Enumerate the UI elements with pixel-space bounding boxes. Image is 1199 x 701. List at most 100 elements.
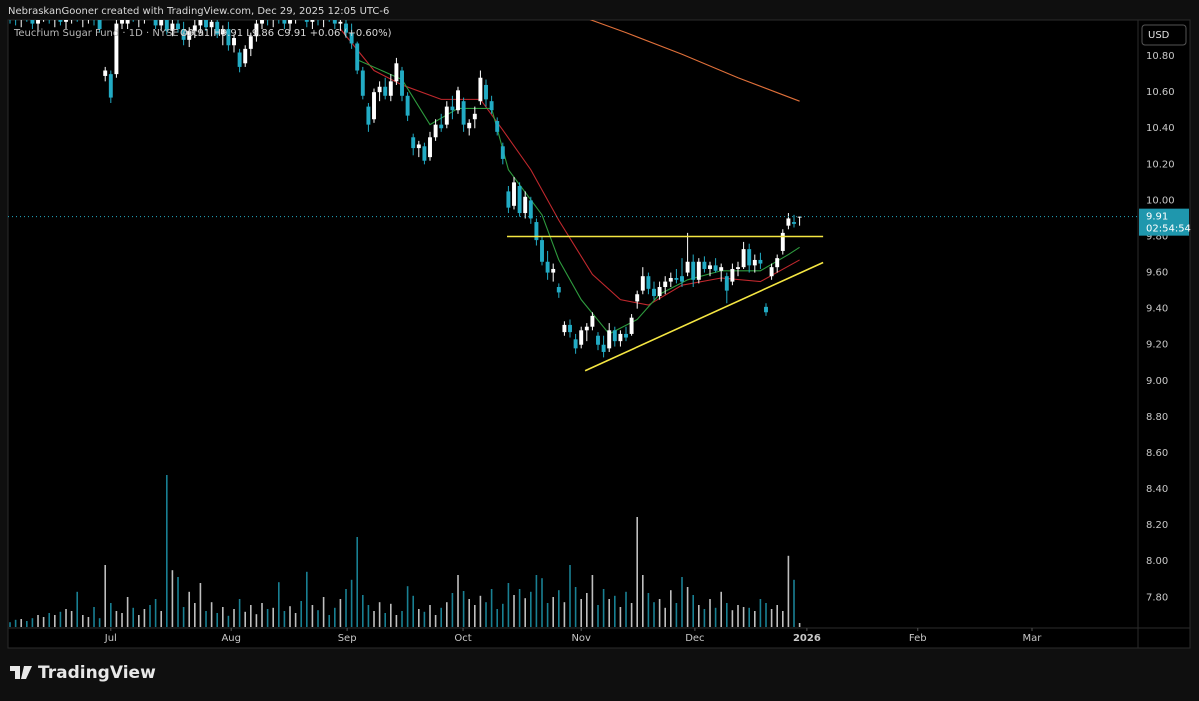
volume-bar xyxy=(350,579,353,627)
candle-body xyxy=(344,23,348,33)
volume-bar xyxy=(362,595,364,627)
candle-body xyxy=(758,259,763,264)
volume-bar xyxy=(115,611,118,627)
candle-body xyxy=(349,32,354,44)
candle-body xyxy=(775,258,780,268)
last-price-label: 9.91 xyxy=(1146,212,1168,223)
volume-bar xyxy=(283,611,286,627)
candle-body xyxy=(243,48,248,64)
candle-body xyxy=(797,216,802,218)
volume-bar xyxy=(681,577,683,627)
candle-body xyxy=(674,277,679,280)
volume-bar xyxy=(569,565,571,627)
candle-body xyxy=(764,306,768,313)
logo: TradingView xyxy=(10,663,156,683)
volume-bar xyxy=(490,589,493,627)
y-tick-label: 9.60 xyxy=(1146,268,1168,279)
candle-body xyxy=(618,333,623,342)
volume-bar xyxy=(451,593,454,627)
volume-bar xyxy=(154,599,157,627)
candle-body xyxy=(260,20,264,24)
candle-body xyxy=(562,324,567,333)
candle-body xyxy=(652,288,656,297)
volume-bar xyxy=(731,610,734,627)
candle-body xyxy=(125,20,130,24)
volume-bar xyxy=(625,591,627,627)
candle-body xyxy=(724,276,729,291)
y-tick-label: 10.20 xyxy=(1146,159,1175,170)
x-tick-label: Sep xyxy=(338,633,357,644)
volume-bar xyxy=(770,609,773,627)
volume-bar xyxy=(300,601,303,627)
candle-body xyxy=(534,222,539,241)
currency-box[interactable] xyxy=(1141,24,1187,46)
volume-bar xyxy=(261,603,263,627)
candle-body xyxy=(747,249,752,266)
candle-body xyxy=(159,20,164,26)
volume-bar xyxy=(479,595,482,627)
candle-body xyxy=(338,21,343,24)
candle-body xyxy=(97,20,102,30)
volume-bar xyxy=(188,591,191,627)
candle-body xyxy=(702,261,707,269)
candle-body xyxy=(215,21,220,35)
candle-body xyxy=(545,261,550,273)
candle-body xyxy=(355,43,360,71)
volume-bar xyxy=(37,615,39,627)
volume-bar xyxy=(87,617,90,627)
candle-body xyxy=(187,30,192,40)
volume-bar xyxy=(692,595,695,627)
candle-body xyxy=(288,20,292,24)
candle-body xyxy=(540,240,544,262)
candle-body xyxy=(691,261,696,280)
volume-bar xyxy=(227,615,230,627)
volume-bar xyxy=(798,623,801,627)
volume-bar xyxy=(20,619,23,627)
candle-body xyxy=(120,20,124,24)
volume-bar xyxy=(446,602,448,627)
volume-bar xyxy=(434,615,437,627)
volume-bar xyxy=(143,609,146,627)
volume-bar xyxy=(541,578,543,627)
candle-body xyxy=(528,200,533,219)
candle-body xyxy=(254,23,259,37)
volume-bar xyxy=(776,605,778,627)
volume-bar xyxy=(395,615,398,627)
candle-body xyxy=(377,86,382,93)
y-tick-label: 9.80 xyxy=(1146,231,1168,242)
candle-body xyxy=(433,124,438,138)
volume-bar xyxy=(642,575,644,627)
candle-body xyxy=(612,330,617,342)
candle-body xyxy=(164,20,169,31)
volume-bar xyxy=(160,611,163,627)
moving-average xyxy=(339,28,800,306)
candle-body xyxy=(713,265,718,271)
volume-bar xyxy=(110,603,112,627)
y-tick-label: 7.80 xyxy=(1146,592,1168,603)
volume-bar xyxy=(653,602,655,627)
volume-bar xyxy=(754,611,756,627)
volume-bar xyxy=(518,589,521,627)
candle-body xyxy=(786,218,791,226)
candle-body xyxy=(400,70,404,96)
candle-body xyxy=(198,20,203,26)
currency: USD xyxy=(1148,30,1170,41)
candle-body xyxy=(568,324,572,333)
volume-bar xyxy=(334,607,336,627)
candle-body xyxy=(383,86,388,96)
candle-body xyxy=(36,20,40,24)
candle-body xyxy=(752,259,757,266)
volume-bar xyxy=(507,583,510,627)
candle-body xyxy=(226,29,231,46)
volume-bar xyxy=(244,611,247,627)
volume-bar xyxy=(222,607,224,627)
volume-bar xyxy=(42,617,45,627)
logo-text: TradingView xyxy=(38,663,156,683)
candle-body xyxy=(153,20,158,26)
candle-body xyxy=(439,124,444,129)
volume-bar xyxy=(138,615,140,627)
volume-bar xyxy=(126,597,129,627)
candle-body xyxy=(573,339,578,349)
volume-bar xyxy=(440,607,443,627)
logo-icon xyxy=(10,666,32,679)
